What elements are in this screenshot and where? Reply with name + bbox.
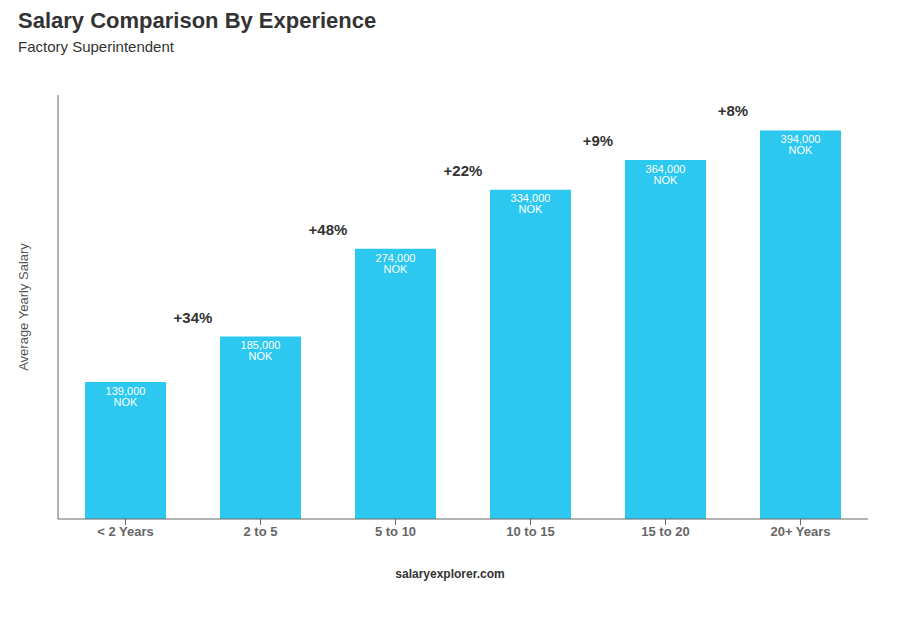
svg-text:Average Yearly Salary: Average Yearly Salary (16, 243, 31, 371)
svg-text:394,000NOK: 394,000NOK (781, 133, 821, 156)
html-text:salaryexplorer.com: salaryexplorer.com (395, 567, 505, 581)
svg-text:2 to 5: 2 to 5 (244, 524, 278, 539)
svg-text:+9%: +9% (583, 132, 613, 149)
svg-text:10 to 15: 10 to 15 (506, 524, 554, 539)
svg-text:+8%: +8% (718, 102, 748, 119)
svg-text:+48%: +48% (309, 221, 348, 238)
svg-text:334,000NOK: 334,000NOK (511, 192, 551, 215)
svg-text:185,000NOK: 185,000NOK (241, 339, 281, 362)
svg-text:< 2 Years: < 2 Years (97, 524, 154, 539)
html-text:Salary Comparison By Experienc: Salary Comparison By Experience (18, 8, 377, 33)
svg-text:+22%: +22% (444, 162, 483, 179)
svg-text:20+ Years: 20+ Years (770, 524, 830, 539)
svg-text:364,000NOK: 364,000NOK (646, 163, 686, 186)
svg-text:5 to 10: 5 to 10 (375, 524, 416, 539)
svg-text:+34%: +34% (174, 309, 213, 326)
svg-text:139,000NOK: 139,000NOK (106, 385, 146, 408)
html-text:Factory Superintendent: Factory Superintendent (18, 38, 174, 55)
svg-text:15 to 20: 15 to 20 (641, 524, 689, 539)
svg-text:274,000NOK: 274,000NOK (376, 252, 416, 275)
